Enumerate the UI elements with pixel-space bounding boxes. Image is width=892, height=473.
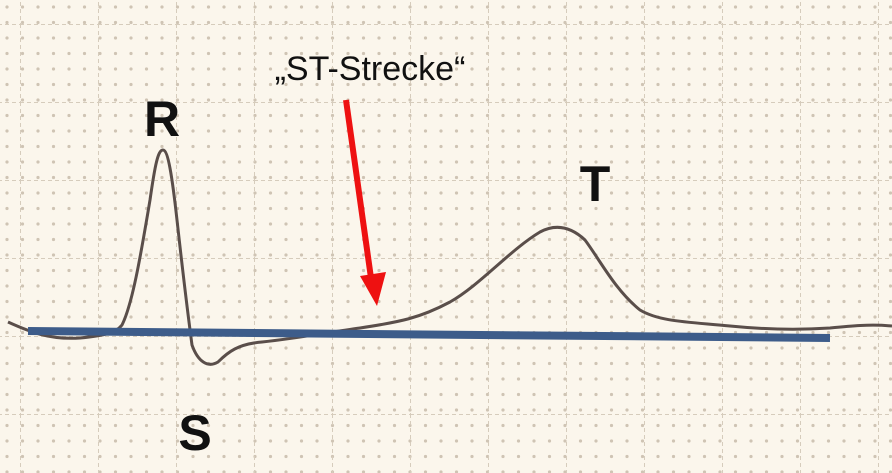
r-label: R bbox=[144, 91, 180, 147]
arrow-shaft bbox=[343, 99, 374, 279]
baseline bbox=[27, 327, 831, 342]
t-label: T bbox=[580, 156, 611, 212]
st-label: „ST-Strecke“ bbox=[275, 50, 466, 88]
ecg-trace bbox=[7, 148, 892, 366]
arrow-head bbox=[360, 272, 386, 306]
s-label: S bbox=[178, 405, 211, 461]
